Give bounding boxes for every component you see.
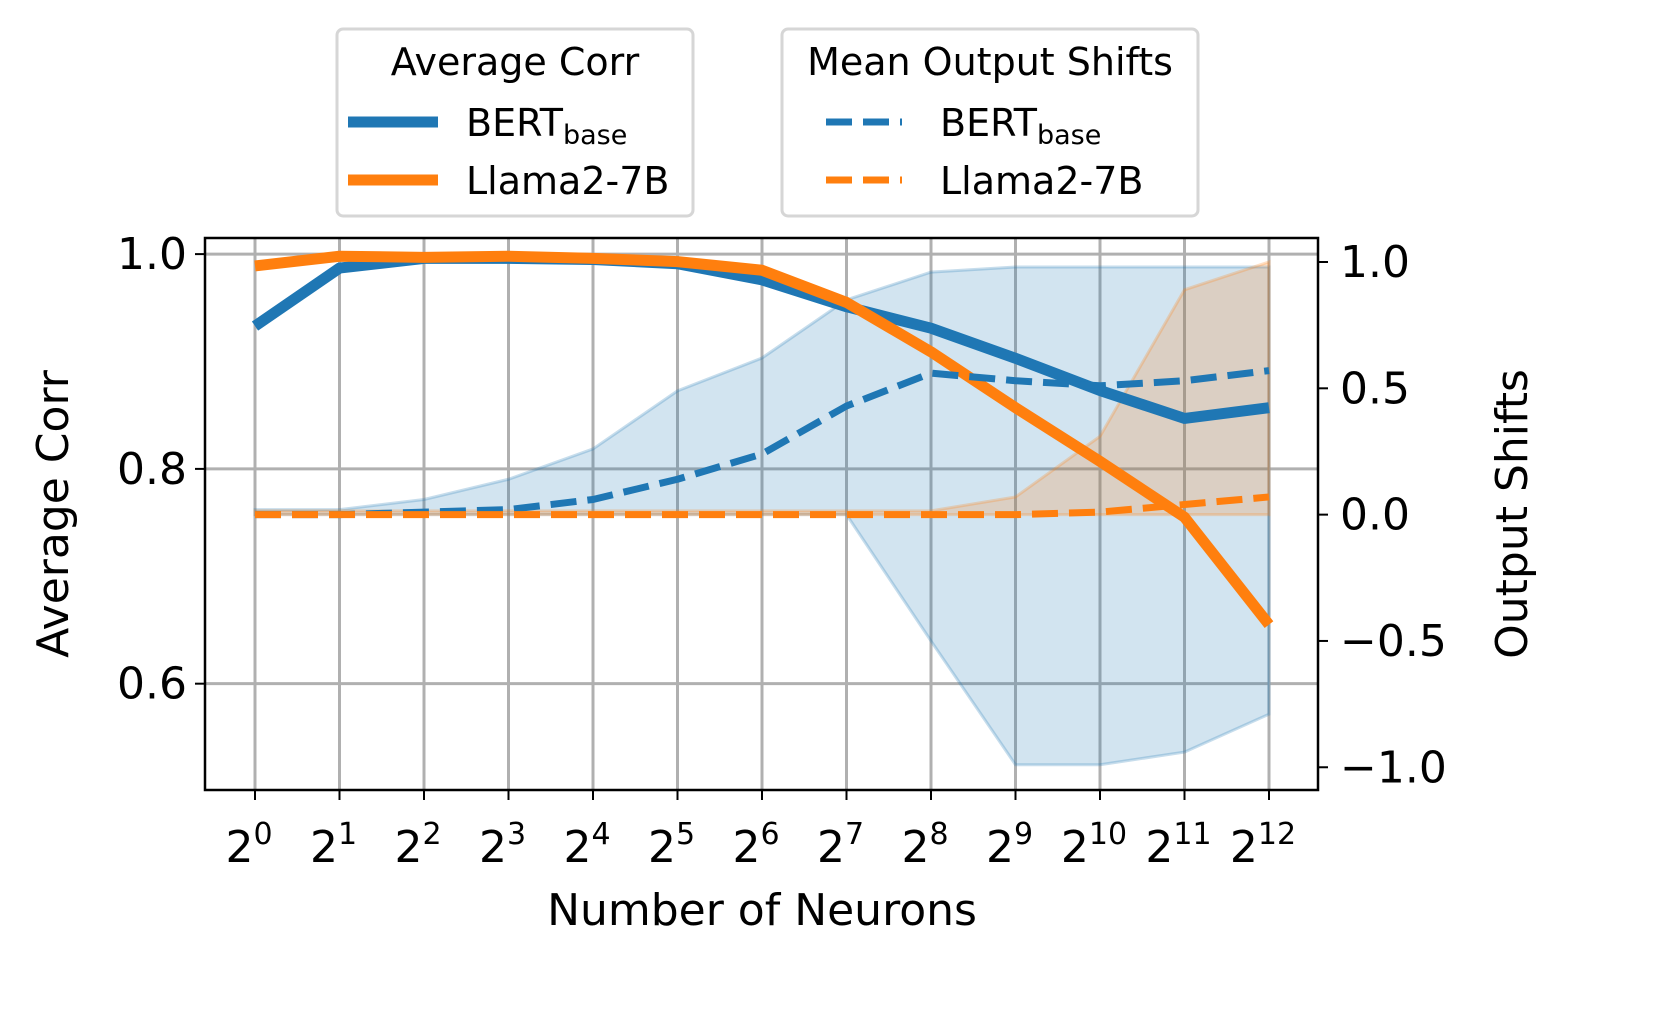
x-tick-label: 22	[394, 817, 441, 873]
y-tick-label-right: −1.0	[1340, 742, 1447, 793]
legend-entry-label: Llama2-7B	[466, 159, 669, 203]
plot-frame	[203, 236, 1320, 792]
x-tick-label: 20	[225, 817, 272, 873]
legend-entry-label: BERTbase	[466, 101, 627, 151]
x-tick-label: 21	[310, 817, 357, 873]
legend-title: Average Corr	[391, 40, 640, 84]
y-tick-label-right: 0.5	[1340, 363, 1410, 414]
x-tick-label: 211	[1145, 817, 1211, 873]
legend-box	[780, 27, 1200, 218]
axes: 20 21 22 23 24 25 26 27 28 29 210 211 212 0.6 0.8 1.0 −1…	[117, 229, 1447, 873]
x-tick-label: 24	[563, 817, 610, 873]
legend-entry-label: Llama2-7B	[940, 159, 1143, 203]
x-tick-label: 212	[1230, 817, 1296, 873]
legend-1: Average Corr BERTbase Llama2-7B	[335, 27, 695, 218]
x-tick-label: 29	[986, 817, 1033, 873]
lines	[251, 250, 1274, 629]
y-tick-label-left: 0.6	[117, 659, 187, 710]
x-tick-label: 25	[648, 817, 695, 873]
y-tick-label-right: 1.0	[1340, 237, 1410, 288]
y-axis-label-left: Average Corr	[28, 369, 79, 658]
y-tick-label-left: 0.8	[117, 444, 187, 495]
x-tick-label: 27	[817, 817, 864, 873]
legend-title: Mean Output Shifts	[807, 40, 1173, 84]
x-axis-label: Number of Neurons	[547, 885, 977, 936]
y-tick-label-right: −0.5	[1340, 616, 1447, 667]
y-axis-label-right: Output Shifts	[1487, 369, 1538, 659]
x-tick-label: 26	[732, 817, 779, 873]
legend-entry-label: BERTbase	[940, 101, 1101, 151]
legend-box	[335, 27, 695, 218]
x-tick-label: 23	[479, 817, 526, 873]
series-line-llama2-7b-dashed	[255, 493, 1270, 519]
x-tick-label: 210	[1061, 817, 1127, 873]
x-tick-label: 28	[901, 817, 948, 873]
legend-2: Mean Output Shifts BERTbase Llama2-7B	[780, 27, 1200, 218]
series-line-llama2-7b-solid	[254, 250, 1274, 629]
y-tick-label-left: 1.0	[117, 229, 187, 280]
y-tick-label-right: 0.0	[1340, 490, 1410, 541]
